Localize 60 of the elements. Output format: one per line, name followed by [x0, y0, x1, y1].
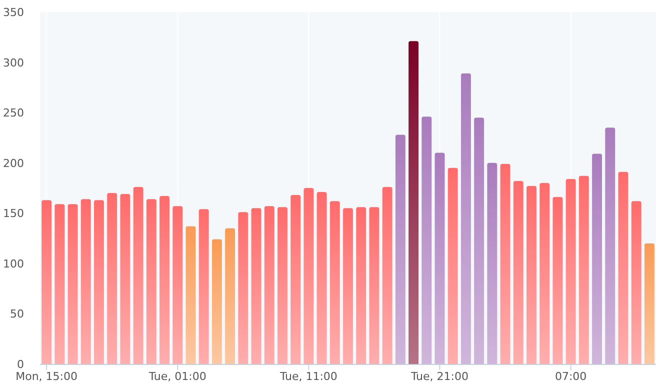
- bar: [618, 172, 628, 364]
- bar: [395, 134, 406, 364]
- y-tick-label: 200: [3, 156, 24, 170]
- bar: [94, 200, 104, 364]
- bar: [566, 178, 576, 364]
- bar: [80, 199, 91, 364]
- x-tick-label: Tue, 01:00: [148, 370, 206, 383]
- bar: [631, 201, 642, 364]
- bar: [487, 162, 498, 364]
- bar: [251, 208, 262, 364]
- bar: [330, 201, 340, 364]
- bar: [277, 207, 288, 364]
- bar: [526, 186, 536, 364]
- x-tick-label: Tue, 21:00: [410, 370, 468, 383]
- bar: [316, 192, 327, 364]
- y-tick-label: 50: [10, 308, 24, 321]
- bar: [54, 204, 65, 364]
- bar: [186, 226, 196, 364]
- bar: [133, 186, 144, 364]
- bar: [540, 182, 550, 364]
- bar: [160, 196, 170, 364]
- bar: [198, 209, 209, 364]
- bar: [605, 128, 616, 364]
- bar: [460, 73, 471, 364]
- y-tick-label: 250: [3, 106, 24, 120]
- bar: [290, 195, 301, 364]
- bar: [146, 199, 156, 364]
- bar: [304, 188, 314, 364]
- x-tick-label: Tue, 11:00: [278, 370, 338, 383]
- y-tick-label: 300: [3, 56, 24, 70]
- bar: [434, 152, 445, 364]
- bar: [225, 228, 236, 364]
- bar: [68, 204, 78, 364]
- bar: [644, 243, 654, 364]
- bar: [212, 239, 222, 364]
- bar: [238, 212, 248, 364]
- bar: [408, 41, 419, 364]
- bar: [172, 206, 183, 364]
- y-tick-label: 0: [17, 358, 24, 371]
- y-tick-label: 150: [3, 207, 24, 220]
- bar: [382, 186, 392, 364]
- bar: [343, 208, 353, 364]
- bar: [578, 176, 589, 364]
- y-tick-label: 350: [3, 6, 24, 19]
- y-tick-label: 100: [3, 257, 24, 270]
- bar: [513, 180, 524, 364]
- bar: [474, 118, 484, 364]
- bar: [264, 206, 274, 364]
- bar: [422, 116, 432, 364]
- x-tick-label: 07:00: [554, 370, 587, 383]
- bar: [448, 168, 458, 364]
- x-tick-label: Mon, 15:00: [16, 370, 78, 383]
- bar: [369, 207, 380, 364]
- bar: [356, 207, 366, 364]
- bar: [592, 154, 602, 364]
- bar: [500, 164, 510, 364]
- bar: [552, 197, 563, 364]
- bar: [120, 194, 130, 364]
- bar: [107, 193, 118, 364]
- bar: [42, 200, 52, 364]
